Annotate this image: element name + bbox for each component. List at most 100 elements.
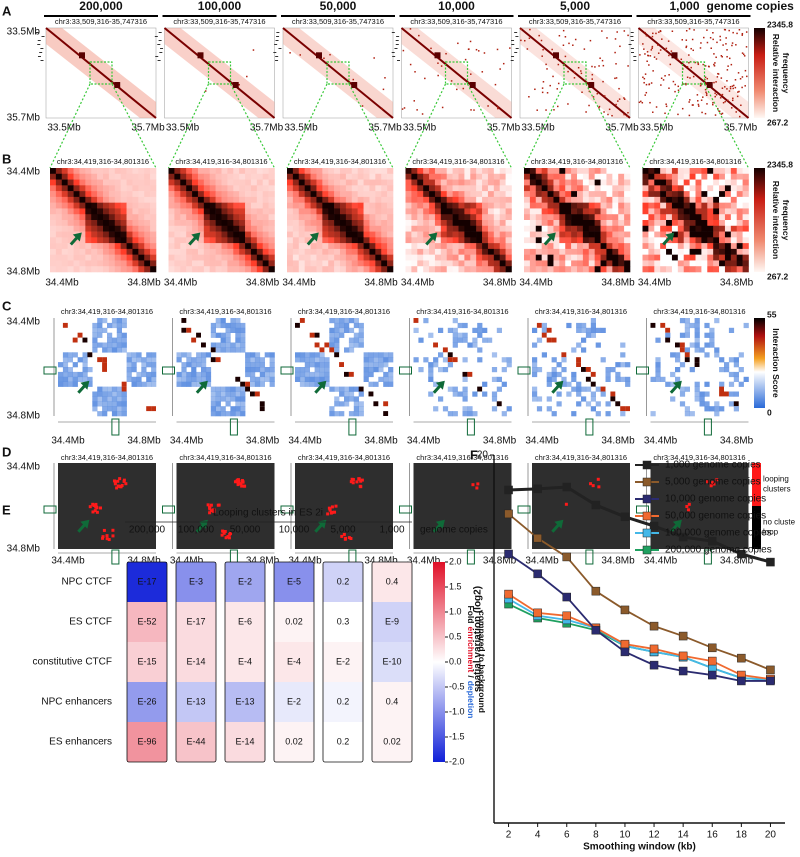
heatmap-cell [671, 225, 679, 232]
heatmap-cell [310, 248, 317, 255]
heatmap-cell [144, 173, 151, 180]
heatmap-speckle [644, 94, 646, 96]
heatmap-cell [310, 220, 317, 227]
heatmap-cell [287, 260, 294, 267]
heatmap-cell [314, 367, 320, 373]
heatmap-cell [91, 179, 98, 186]
heatmap-cell [694, 381, 700, 387]
heatmap-cell [176, 376, 182, 382]
heatmap-cell [196, 357, 202, 363]
heatmap-cell [472, 342, 478, 348]
header-bar [281, 15, 395, 17]
heatmap-cell [210, 347, 216, 353]
heatmap-cell [340, 208, 347, 215]
heatmap-cell [576, 362, 581, 367]
heatmap-cell [82, 337, 88, 343]
heatmap-cell [411, 185, 418, 192]
heatmap-cell [197, 185, 205, 192]
heatmap-cell [476, 248, 483, 255]
heatmap-cell [733, 391, 739, 397]
heatmap-cell [114, 254, 121, 261]
heatmap-cell [733, 376, 739, 382]
track-mark [36, 32, 40, 33]
heatmap-speckle [540, 39, 543, 42]
track-mark [394, 48, 398, 49]
heatmap-speckle [665, 103, 667, 105]
heatmap-cell [210, 357, 216, 363]
heatmap-cell [736, 196, 743, 203]
heatmap-cell [576, 342, 582, 348]
heatmap-speckle [469, 40, 472, 43]
heatmap-image [295, 463, 393, 549]
track-mark [40, 48, 44, 49]
heatmap-cell [85, 196, 92, 203]
heatmap-cell [648, 254, 655, 261]
heatmap-cell [102, 391, 108, 397]
heatmap-cell [600, 243, 607, 250]
heatmap-speckle [499, 68, 501, 70]
x-axis-label: 33.5Mb [403, 123, 437, 134]
heatmap-cell [174, 248, 181, 255]
x-axis-label: 34.8Mb [720, 436, 754, 447]
heatmap-cell [606, 243, 613, 250]
heatmap-cell [102, 406, 108, 412]
track-mark [391, 32, 395, 33]
heatmap-cell [103, 260, 110, 267]
heatmap-speckle [717, 107, 719, 110]
heatmap-cell [62, 362, 69, 368]
x-axis-label: 34.8Mb [364, 278, 398, 289]
heatmap-speckle [694, 61, 696, 64]
track-highlight [111, 549, 120, 565]
heatmap-cell [375, 196, 382, 203]
heatmap-cell [620, 362, 626, 368]
heatmap-cell [648, 220, 655, 227]
heatmap-cell [340, 254, 347, 261]
heatmap-cell [582, 214, 590, 221]
heatmap-cell [707, 196, 714, 203]
heatmap-cell [67, 254, 74, 261]
heatmap-cell [87, 367, 93, 373]
heatmap-cell [55, 173, 63, 180]
heatmap-cell [215, 243, 222, 250]
column-label: 50,000 [230, 525, 261, 536]
heatmap-cell [61, 214, 68, 221]
heatmap-cell [675, 376, 681, 382]
heatmap-cell [694, 357, 700, 363]
heatmap-cell [541, 243, 548, 250]
heatmap-cell [577, 191, 584, 198]
heatmap-cell [588, 237, 595, 244]
heatmap-speckle [487, 105, 489, 107]
track-mark [159, 52, 163, 53]
cluster-mark [351, 481, 355, 485]
heatmap-cell [197, 220, 205, 227]
heatmap-cell [50, 260, 57, 267]
heatmap-cell [77, 376, 83, 382]
heatmap-cell [493, 266, 501, 273]
heatmap-cell [405, 185, 412, 192]
heatmap-cell [464, 196, 471, 203]
heatmap-cell [464, 237, 471, 244]
x-axis-label: 34.4Mb [407, 436, 441, 447]
heatmap-cell [561, 376, 567, 382]
heatmap-cell [144, 191, 151, 198]
coordinate-label: chr3:33,509,316-35,747316 [647, 17, 739, 26]
heatmap-cell [372, 562, 412, 602]
heatmap-cell [535, 237, 542, 244]
heatmap-cell [447, 352, 453, 358]
heatmap-cell [588, 214, 595, 221]
heatmap-cell [440, 225, 448, 232]
heatmap-cell [50, 266, 57, 273]
heatmap-cell [240, 391, 246, 397]
heatmap-cell [180, 185, 187, 192]
heatmap-cell [642, 248, 649, 255]
heatmap-cell [600, 173, 607, 180]
heatmap-cell [600, 196, 607, 203]
heatmap-cell [505, 179, 512, 186]
heatmap-cell [482, 202, 489, 209]
heatmap-cell [91, 202, 98, 209]
heatmap-cell [310, 185, 317, 192]
heatmap-cell [684, 332, 690, 338]
heatmap-cell [259, 401, 265, 407]
heatmap-speckle [424, 77, 426, 80]
heatmap-speckle [642, 43, 644, 45]
